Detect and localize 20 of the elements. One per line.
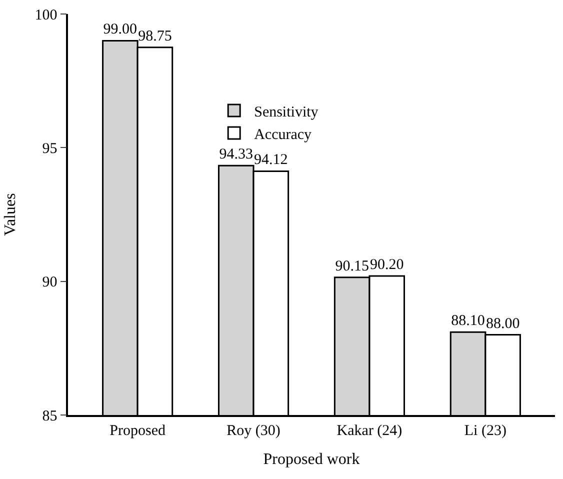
data-label: 90.20 <box>370 256 404 273</box>
data-label: 94.12 <box>254 152 288 168</box>
data-label: 98.75 <box>138 28 172 44</box>
x-axis-title: Proposed work <box>263 450 360 468</box>
data-label: 88.10 <box>451 313 485 330</box>
data-label: 90.15 <box>335 258 369 274</box>
y-tick-label: 90 <box>42 274 58 291</box>
x-tick-label: Roy (30) <box>226 422 280 439</box>
data-label: 88.00 <box>486 316 520 332</box>
y-axis-title: Values <box>2 193 20 236</box>
data-label: 94.33 <box>219 146 254 163</box>
data-label: 99.00 <box>103 22 138 38</box>
y-tick-label: 100 <box>34 7 58 24</box>
x-tick-label: Proposed <box>110 422 166 439</box>
x-tick-label: Li (23) <box>464 422 506 439</box>
legend-label: Sensitivity <box>254 104 319 120</box>
y-tick-label: 95 <box>42 140 58 157</box>
legend-label: Accuracy <box>254 126 312 143</box>
x-tick-label: Kakar (24) <box>336 422 402 439</box>
y-tick-label: 85 <box>42 408 58 424</box>
